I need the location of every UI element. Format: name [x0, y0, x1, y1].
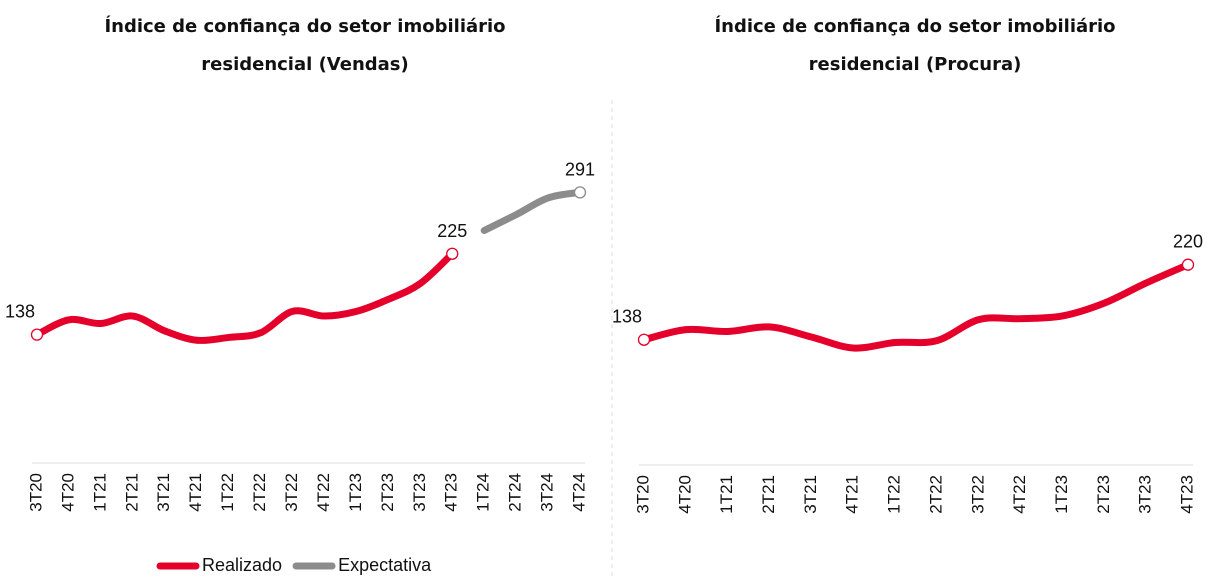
x-tick-label: 1T21 — [717, 475, 736, 514]
chart-title: residencial (Vendas) — [201, 54, 408, 75]
x-tick-label: 1T22 — [885, 475, 904, 514]
x-tick-label: 1T21 — [90, 473, 109, 512]
x-tick-label: 4T22 — [314, 473, 333, 512]
x-tick-label: 3T23 — [1136, 475, 1155, 514]
x-tick-label: 3T20 — [26, 473, 45, 512]
data-label: 291 — [565, 159, 595, 179]
point-marker — [446, 247, 459, 260]
x-tick-label: 4T23 — [1177, 475, 1196, 514]
x-tick-label: 4T21 — [843, 475, 862, 514]
series-line — [640, 261, 1192, 352]
series-line — [480, 188, 584, 234]
x-tick-label: 1T24 — [474, 473, 493, 512]
x-tick-label: 4T21 — [186, 473, 205, 512]
data-label: 225 — [437, 221, 467, 241]
point-marker — [1181, 258, 1195, 271]
legend-label: Expectativa — [338, 555, 432, 575]
x-tick-label: 2T22 — [250, 473, 269, 512]
x-tick-label: 1T23 — [1052, 475, 1071, 514]
data-label: 138 — [5, 302, 35, 322]
x-tick-label: 4T23 — [442, 473, 461, 512]
point-marker — [637, 333, 651, 346]
x-tick-label: 4T24 — [569, 473, 588, 512]
chart-title: residencial (Procura) — [809, 54, 1022, 75]
x-tick-label: 3T24 — [538, 473, 557, 512]
x-tick-label: 2T23 — [1094, 475, 1113, 514]
x-tick-label: 3T22 — [968, 475, 987, 514]
chart-title: Índice de confiança do setor imobiliário — [714, 15, 1115, 37]
x-tick-label: 2T21 — [759, 475, 778, 514]
legend-label: Realizado — [202, 555, 282, 575]
chart-title: Índice de confiança do setor imobiliário — [104, 15, 505, 37]
x-tick-label: 1T23 — [346, 473, 365, 512]
x-tick-label: 3T21 — [801, 475, 820, 514]
x-tick-label: 2T23 — [378, 473, 397, 512]
point-marker — [30, 328, 44, 341]
x-tick-label: 4T20 — [58, 473, 77, 512]
data-label: 138 — [612, 307, 642, 327]
x-tick-label: 3T21 — [154, 473, 173, 512]
x-tick-label: 4T20 — [675, 475, 694, 514]
x-tick-label: 3T20 — [633, 475, 652, 514]
data-label: 220 — [1173, 232, 1203, 252]
x-tick-label: 1T22 — [218, 473, 237, 512]
x-tick-label: 2T22 — [926, 475, 945, 514]
point-marker — [573, 186, 587, 199]
x-tick-label: 4T22 — [1010, 475, 1029, 514]
x-tick-label: 2T24 — [506, 473, 525, 512]
series-line — [33, 250, 456, 344]
x-tick-label: 2T21 — [122, 473, 141, 512]
x-tick-label: 3T22 — [282, 473, 301, 512]
x-tick-label: 3T23 — [410, 473, 429, 512]
